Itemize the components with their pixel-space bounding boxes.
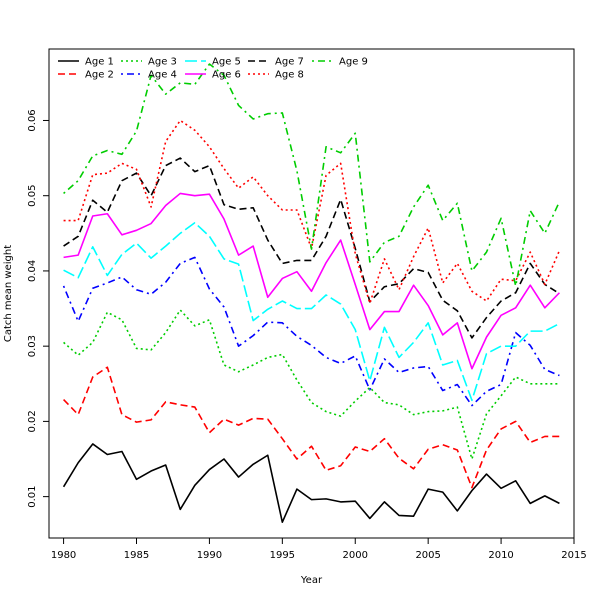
- series-line-age-1: [62, 443, 560, 524]
- series-line-age-6: [63, 192, 560, 370]
- legend-label-age-6: Age 6: [212, 70, 241, 81]
- legend-label-age-2: Age 2: [85, 70, 114, 81]
- y-axis-title: Catch mean weight: [3, 245, 14, 342]
- legend: Age 1 Age 2 Age 3 Age 4 Age 5 Age 6 Age 7 Age 8…: [58, 57, 368, 81]
- series-line-age-9: [63, 63, 561, 287]
- y-tick-label-4: 0.05: [27, 185, 38, 207]
- series-line-age-7: [63, 157, 560, 339]
- legend-label-age-4: Age 4: [148, 70, 177, 81]
- x-tick-label-2015: 2015: [561, 550, 586, 561]
- y-tick-label-1: 0.02: [27, 410, 38, 432]
- x-tick-label-2000: 2000: [343, 550, 368, 561]
- series-line-age-4: [62, 256, 560, 407]
- x-axis-title: Year: [300, 575, 323, 586]
- series-line-age-3: [63, 309, 560, 460]
- series-line-age-2: [63, 366, 560, 489]
- y-tick-label-3: 0.04: [27, 260, 38, 282]
- series-line-age-8: [63, 119, 561, 305]
- plot-frame: [48, 48, 575, 539]
- y-tick-label-2: 0.03: [27, 335, 38, 357]
- x-tick-label-1995: 1995: [270, 550, 295, 561]
- legend-label-age-1: Age 1: [85, 57, 114, 68]
- y-axis: 0.01 0.02 0.03 0.04 0.05 0.06: [27, 109, 50, 508]
- series-line-age-5: [63, 221, 560, 402]
- y-tick-label-0: 0.01: [27, 485, 38, 507]
- legend-label-age-9: Age 9: [339, 57, 368, 68]
- legend-label-age-8: Age 8: [275, 70, 304, 81]
- x-axis: 1980 1985 1990 1995 2000 2005 2010 2015: [51, 537, 587, 561]
- legend-label-age-7: Age 7: [275, 57, 304, 68]
- legend-label-age-5: Age 5: [212, 57, 241, 68]
- x-tick-label-1980: 1980: [51, 550, 76, 561]
- x-tick-label-2005: 2005: [415, 550, 440, 561]
- y-tick-label-5: 0.06: [27, 109, 38, 131]
- x-tick-label-1985: 1985: [124, 550, 149, 561]
- x-tick-label-1990: 1990: [197, 550, 222, 561]
- series-layer: [62, 63, 561, 524]
- x-tick-label-2010: 2010: [488, 550, 513, 561]
- legend-label-age-3: Age 3: [148, 57, 177, 68]
